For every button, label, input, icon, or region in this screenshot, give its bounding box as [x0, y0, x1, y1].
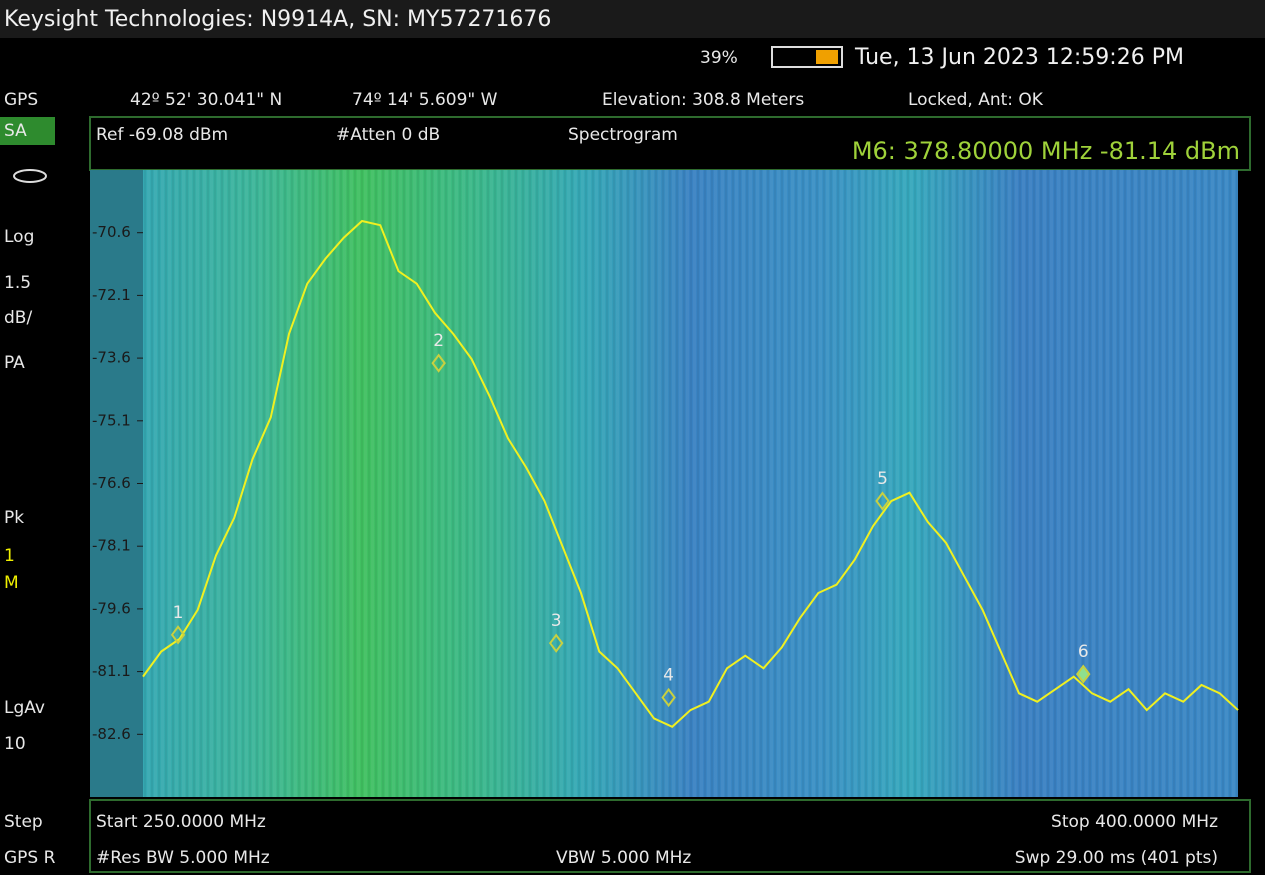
marker-label: 3: [551, 611, 562, 631]
battery-icon: [771, 46, 843, 68]
battery: 39%: [700, 48, 738, 68]
marker: [875, 491, 890, 511]
side-item: 10: [4, 734, 26, 754]
latitude: 42º 52' 30.041" N: [130, 90, 282, 110]
y-tick-label: -79.6: [92, 599, 131, 617]
gps-label: GPS: [4, 90, 38, 110]
longitude: 74º 14' 5.609" W: [352, 90, 498, 110]
marker-label: 2: [433, 331, 444, 351]
ref-level: Ref -69.08 dBm: [96, 125, 228, 145]
sweep: Swp 29.00 ms (401 pts): [1015, 848, 1218, 868]
datetime: Tue, 13 Jun 2023 12:59:26 PM: [854, 45, 1184, 70]
y-tick-label: -73.6: [92, 349, 131, 367]
marker: [661, 687, 676, 708]
mode-highlight: [0, 117, 55, 145]
marker: [1075, 664, 1091, 684]
side-item: dB/: [4, 308, 32, 328]
rotate-icon: [13, 169, 47, 183]
side-item: Step: [4, 812, 43, 832]
vbw: VBW 5.000 MHz: [556, 848, 691, 868]
side-item: Pk: [4, 508, 24, 528]
side-item: Log: [4, 227, 34, 247]
marker-label: 6: [1078, 642, 1089, 662]
res-bw: #Res BW 5.000 MHz: [96, 848, 270, 868]
title-bar: [0, 0, 1265, 38]
gps-status: Locked, Ant: OK: [908, 90, 1044, 110]
y-tick-label: -70.6: [92, 223, 131, 241]
stop-freq: Stop 400.0000 MHz: [1051, 812, 1218, 832]
elevation: Elevation: 308.8 Meters: [602, 90, 804, 110]
trace: [142, 219, 1239, 728]
y-tick-label: -76.6: [92, 474, 131, 492]
y-tick-label: -75.1: [92, 411, 131, 429]
footer-box: [89, 799, 1251, 873]
side-item: SA: [4, 121, 27, 141]
marker-label: 4: [663, 666, 674, 686]
battery-level: [816, 50, 838, 64]
side-item: 1.5: [4, 273, 31, 293]
y-tick-label: -78.1: [92, 537, 131, 555]
side-item: GPS R: [4, 848, 56, 868]
side-item: PA: [4, 353, 25, 373]
y-tick-label: -72.1: [92, 286, 131, 304]
spectrogram-stripes: [143, 170, 1238, 797]
marker-label: 5: [877, 469, 888, 489]
marker: [548, 633, 564, 653]
display-mode: Spectrogram: [568, 125, 678, 145]
y-tick-label: -82.6: [92, 725, 131, 743]
marker: [170, 625, 186, 645]
start-freq: Start 250.0000 MHz: [96, 812, 266, 832]
marker-label: 1: [173, 603, 184, 623]
title: Keysight Technologies: N9914A, SN: MY572…: [4, 7, 551, 32]
side-item: 1: [4, 546, 15, 566]
side-item: M: [4, 573, 19, 593]
y-tick-label: -81.1: [92, 662, 131, 680]
marker: [431, 353, 446, 373]
marker-readout: M6: 378.80000 MHz -81.14 dBm: [852, 137, 1240, 165]
attenuation: #Atten 0 dB: [336, 125, 440, 145]
side-item: LgAv: [4, 698, 45, 718]
